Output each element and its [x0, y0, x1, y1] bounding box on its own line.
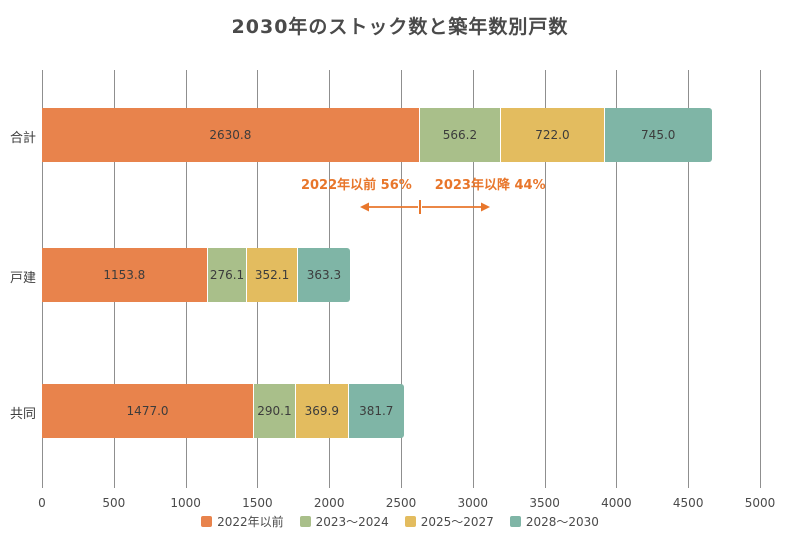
plot-area: 2630.8 566.2 722.0 745.0 1153.8 276.1 352.1 363… [10, 70, 775, 510]
annotation-arrow-svg [359, 200, 490, 214]
x-tick-label: 3000 [457, 496, 489, 510]
bar-row: 2630.8 566.2 722.0 745.0 [42, 108, 760, 162]
bar-segment: 1153.8 [42, 248, 208, 302]
legend-label: 2023～2024 [315, 515, 389, 529]
gridline [401, 70, 402, 488]
y-category-label: 戸建 [9, 271, 36, 286]
bar-segment: 381.7 [348, 384, 404, 438]
bar-segment: 352.1 [247, 248, 298, 302]
bar-segment: 2630.8 [42, 108, 420, 162]
y-category-label: 共同 [9, 407, 36, 422]
value-label: 276.1 [209, 268, 245, 282]
value-label: 381.7 [359, 404, 394, 418]
gridline [616, 70, 618, 488]
value-label: 1153.8 [103, 268, 146, 282]
x-tick-label: 500 [102, 496, 126, 510]
legend-label: 2028～2030 [525, 515, 599, 529]
legend-swatch [299, 516, 311, 527]
legend-swatch [201, 516, 213, 527]
annotation-left-label: 2022年以前 56% [300, 178, 412, 193]
x-tick-label: 2500 [385, 496, 417, 510]
gridline [472, 70, 474, 488]
bar-row: 1477.0 290.1 369.9 381.7 [42, 384, 760, 438]
x-tick-label: 4500 [672, 496, 704, 510]
value-label: 352.1 [254, 268, 290, 282]
value-label: 2630.8 [209, 128, 252, 142]
x-tick-label: 3500 [529, 496, 560, 510]
annotation-right-label: 2023年以降 44% [434, 178, 546, 193]
legend-item: 2022年以前 [201, 513, 284, 530]
legend-item: 2023～2024 [299, 513, 389, 530]
value-label: 1477.0 [126, 404, 169, 418]
x-tick-label: 1500 [242, 496, 273, 510]
value-label: 369.9 [304, 404, 339, 418]
gridline [544, 70, 546, 488]
bar-segment: 566.2 [419, 108, 502, 162]
value-label: 290.1 [257, 404, 292, 418]
bar-segment: 276.1 [207, 248, 248, 302]
y-category-label: 合計 [9, 131, 36, 146]
gridline [760, 70, 761, 488]
chart-title: 2030年のストック数と築年数別戸数 [231, 16, 569, 38]
value-label: 722.0 [535, 128, 570, 142]
bar-segment: 722.0 [501, 108, 605, 162]
legend-swatch [509, 516, 521, 527]
value-label: 745.0 [641, 128, 676, 142]
bar-row: 1153.8 276.1 352.1 363.3 [42, 248, 760, 302]
x-tick-label: 4000 [601, 496, 632, 510]
bar-segment: 369.9 [295, 384, 349, 438]
bar-segment: 1477.0 [42, 384, 255, 438]
bar-segment: 363.3 [297, 248, 351, 302]
value-label: 566.2 [442, 128, 478, 142]
legend-swatch [404, 516, 416, 527]
x-tick-label: 5000 [744, 496, 776, 510]
bar-segment: 290.1 [254, 384, 296, 438]
x-tick-label: 1000 [170, 496, 201, 510]
bar-segment: 745.0 [604, 108, 712, 162]
x-tick-label: 2000 [313, 496, 345, 510]
legend-label: 2022年以前 [217, 515, 284, 529]
gridline [688, 70, 690, 488]
legend-item: 2025～2027 [404, 513, 494, 530]
x-tick-label: 0 [38, 496, 46, 510]
value-label: 363.3 [306, 268, 342, 282]
annotation-arrow [359, 199, 490, 219]
legend: 2022年以前 2023～2024 2025～2027 2028～2030 [0, 513, 800, 530]
legend-label: 2025～2027 [420, 515, 494, 529]
legend-item: 2028～2030 [509, 513, 599, 530]
